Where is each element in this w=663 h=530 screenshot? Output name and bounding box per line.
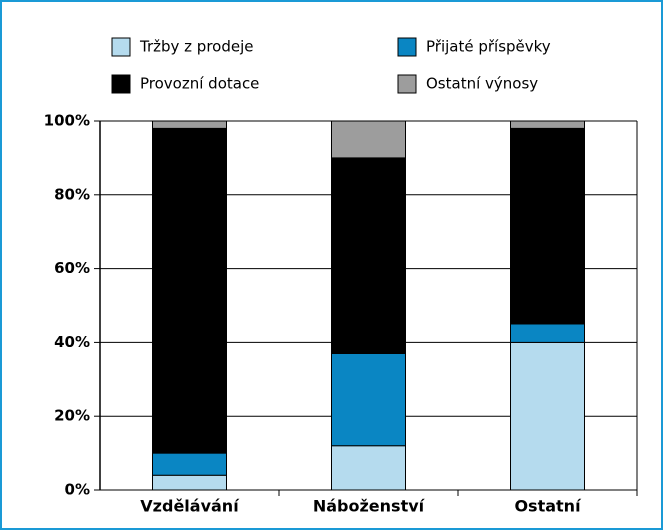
y-tick-label: 80% (54, 185, 90, 203)
legend-swatch (111, 74, 131, 94)
y-tick-label: 20% (54, 407, 90, 425)
y-tick-label: 0% (65, 481, 90, 499)
bar-segment (152, 452, 227, 476)
bar-segment (510, 341, 585, 491)
y-tick-label: 40% (54, 333, 90, 351)
legend-label: Ostatní výnosy (426, 75, 538, 93)
legend-swatch (111, 37, 131, 57)
x-tick-label: Ostatní (514, 497, 582, 516)
bar-segment (510, 120, 585, 129)
x-tick-label: Náboženství (313, 497, 426, 516)
bar-segment (152, 120, 227, 129)
y-tick-label: 100% (44, 112, 90, 130)
legend-swatch (397, 37, 417, 57)
bar-segment (152, 127, 227, 454)
legend-label: Přijaté příspěvky (426, 38, 551, 56)
y-tick-label: 60% (54, 259, 90, 277)
bar-segment (331, 157, 406, 354)
bar-segment (510, 323, 585, 343)
bar-segment (510, 127, 585, 325)
bar-segment (331, 120, 406, 159)
legend-label: Tržby z prodeje (139, 38, 254, 56)
bar-segment (152, 474, 227, 491)
legend-label: Provozní dotace (140, 75, 259, 93)
legend-swatch (397, 74, 417, 94)
bar-segment (331, 445, 406, 491)
x-tick-label: Vzdělávání (140, 497, 240, 516)
bar-segment (331, 352, 406, 447)
